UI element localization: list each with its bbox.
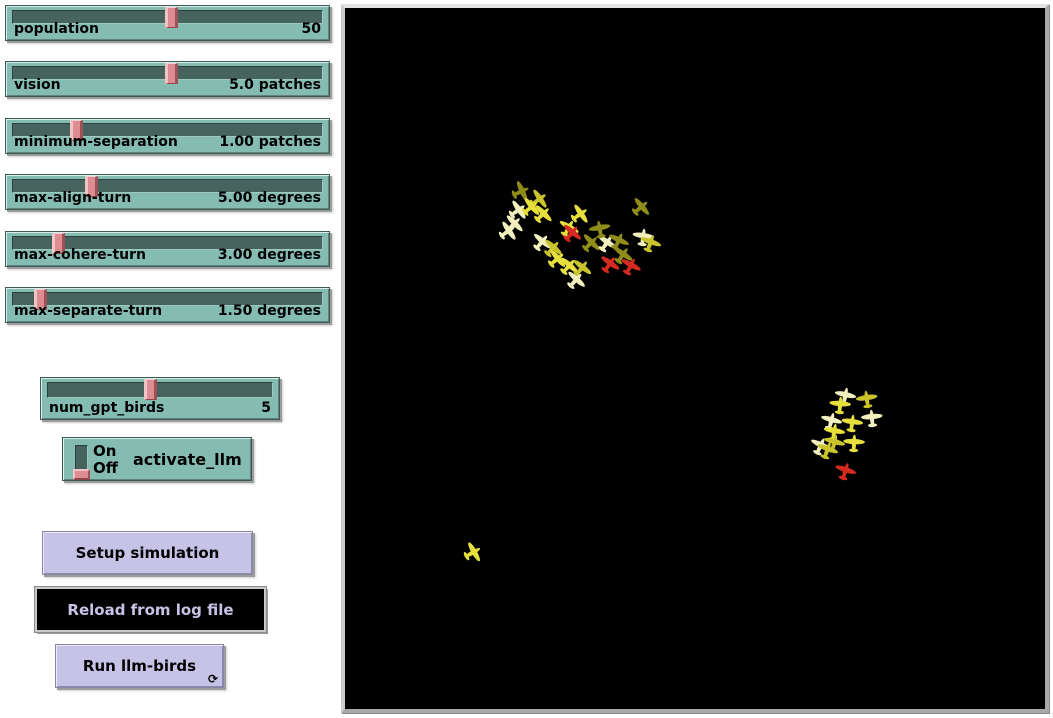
slider-track[interactable] — [12, 176, 323, 197]
slider-handle[interactable] — [34, 289, 47, 310]
slider-handle[interactable] — [52, 233, 65, 254]
forever-icon: ⟳ — [207, 672, 218, 686]
slider-track[interactable] — [12, 63, 323, 84]
slider-caption-row: max-cohere-turn 3.00 degrees — [14, 247, 321, 263]
switch-state-labels: On Off — [93, 443, 118, 477]
switch-off-label: Off — [93, 459, 118, 477]
slider-track[interactable] — [12, 233, 323, 254]
slider-handle[interactable] — [165, 63, 178, 84]
slider-track[interactable] — [12, 7, 323, 28]
slider-handle[interactable] — [85, 176, 98, 197]
slider-handle[interactable] — [144, 379, 157, 400]
slider-track[interactable] — [47, 379, 273, 400]
bird-agent — [860, 408, 884, 429]
slider-minimum-separation[interactable]: minimum-separation 1.00 patches — [5, 118, 330, 154]
slider-track[interactable] — [12, 120, 323, 141]
slider-value: 1.00 patches — [219, 134, 321, 150]
button-label: Setup simulation — [75, 544, 220, 562]
bird-agent — [840, 413, 864, 434]
slider-label: population — [14, 21, 99, 37]
slider-value: 50 — [301, 21, 321, 37]
bird-agent — [828, 395, 852, 416]
slider-max-cohere-turn[interactable]: max-cohere-turn 3.00 degrees — [5, 231, 330, 267]
slider-caption-row: num_gpt_birds 5 — [49, 400, 271, 416]
bird-agent — [626, 193, 655, 222]
world-view[interactable] — [341, 4, 1049, 713]
button-label: Reload from log file — [67, 600, 234, 619]
slider-value: 5.0 patches — [229, 77, 321, 93]
bird-agent — [842, 434, 866, 453]
slider-population[interactable]: population 50 — [5, 5, 330, 41]
switch-on-label: On — [93, 442, 117, 460]
slider-caption-row: max-align-turn 5.00 degrees — [14, 190, 321, 206]
slider-handle[interactable] — [165, 7, 178, 28]
slider-caption-row: population 50 — [14, 21, 321, 37]
button-reload-from-log-file[interactable]: Reload from log file — [34, 586, 267, 633]
slider-max-separate-turn[interactable]: max-separate-turn 1.50 degrees — [5, 287, 330, 323]
slider-vision[interactable]: vision 5.0 patches — [5, 61, 330, 97]
switch-track[interactable] — [73, 445, 90, 480]
slider-label: num_gpt_birds — [49, 400, 165, 416]
slider-num_gpt_birds[interactable]: num_gpt_birds 5 — [40, 377, 280, 420]
slider-label: vision — [14, 77, 61, 93]
slider-label: max-cohere-turn — [14, 247, 146, 263]
slider-label: max-align-turn — [14, 190, 132, 206]
switch-label: activate_llm — [133, 449, 242, 469]
slider-label: max-separate-turn — [14, 303, 163, 319]
bird-agent — [832, 459, 859, 484]
slider-caption-row: minimum-separation 1.00 patches — [14, 134, 321, 150]
slider-value: 1.50 degrees — [217, 303, 321, 319]
bird-agent — [855, 389, 879, 410]
switch-handle-off-position[interactable] — [73, 469, 90, 480]
slider-value: 5.00 degrees — [217, 190, 321, 206]
slider-track[interactable] — [12, 289, 323, 310]
switch-activate-llm[interactable]: On Off activate_llm — [62, 437, 252, 481]
button-label: Run llm-birds — [82, 657, 197, 675]
bird-agent — [587, 218, 613, 241]
slider-caption-row: max-separate-turn 1.50 degrees — [14, 303, 321, 319]
slider-caption-row: vision 5.0 patches — [14, 77, 321, 93]
slider-label: minimum-separation — [14, 134, 178, 150]
slider-handle[interactable] — [70, 120, 83, 141]
slider-value: 5 — [261, 400, 271, 416]
bird-agent — [595, 251, 624, 278]
slider-max-align-turn[interactable]: max-align-turn 5.00 degrees — [5, 174, 330, 210]
button-run-llm-birds[interactable]: Run llm-birds ⟳ — [55, 644, 224, 688]
button-setup-simulation[interactable]: Setup simulation — [42, 531, 253, 575]
slider-value: 3.00 degrees — [217, 247, 321, 263]
bird-agent — [459, 538, 486, 567]
